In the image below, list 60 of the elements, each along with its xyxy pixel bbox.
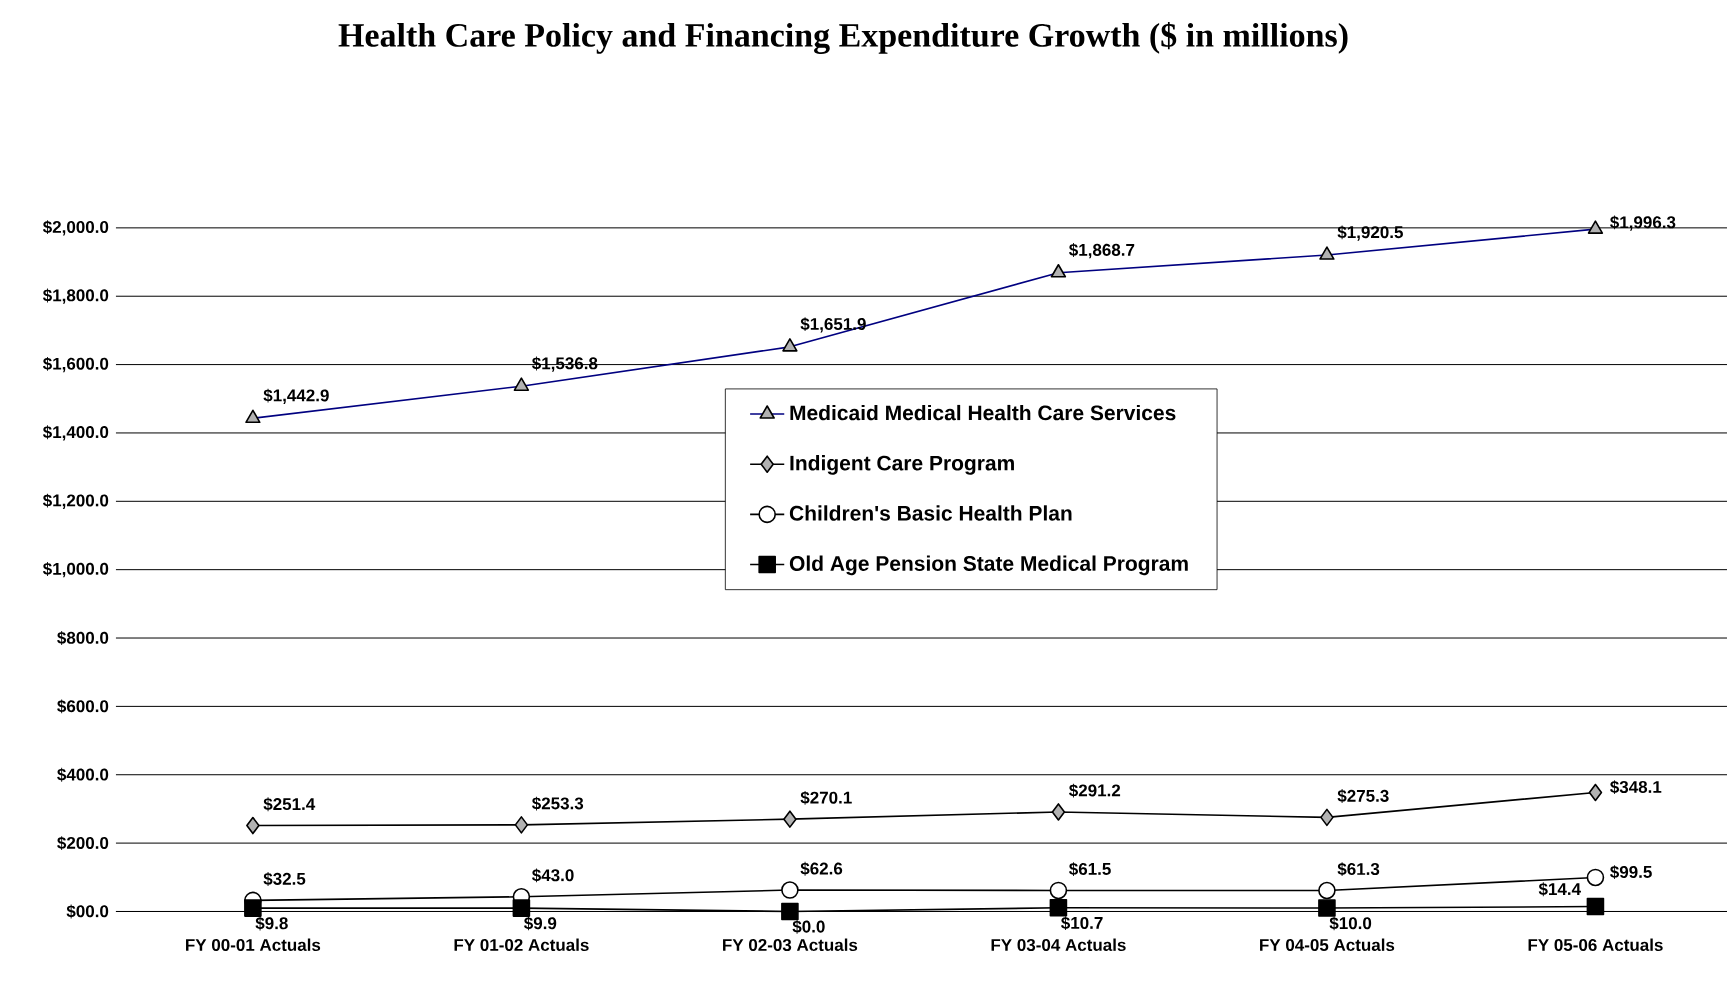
point (1051, 802, 1066, 821)
x-tick-label: FY 01-02 Actuals (454, 938, 589, 951)
y-tick-label: $1,400.0 (42, 425, 109, 441)
chart-title: Health Care Policy and Financing Expenditure Growth ($ in millions) (338, 21, 1348, 54)
point (1049, 898, 1068, 917)
point (781, 902, 799, 921)
data-label: $0.0 (792, 919, 825, 934)
data-label: $61.5 (1069, 861, 1111, 876)
data-label: $9.9 (524, 916, 557, 931)
data-label: $99.5 (1610, 864, 1652, 879)
point (512, 899, 531, 917)
data-label: $251.4 (263, 797, 316, 811)
data-label: $61.3 (1337, 862, 1380, 876)
data-label: $1,442.9 (263, 388, 329, 404)
legend-label: Old Age Pension State Medical Program (789, 555, 1188, 575)
legend-label: Medicaid Medical Health Care Services (790, 404, 1176, 421)
data-label: $275.3 (1337, 788, 1389, 803)
data-label: $9.8 (255, 916, 288, 931)
x-tick-label: FY 04-05 Actuals (1260, 938, 1395, 951)
data-label: $43.0 (532, 868, 574, 883)
x-tick-label: FY 02-03 Actuals (723, 938, 858, 951)
y-tick-label: $1,600.0 (42, 356, 109, 373)
point (1049, 881, 1068, 900)
data-label: $14.4 (1538, 882, 1581, 896)
x-tick-label: FY 05-06 Actuals (1528, 938, 1663, 951)
point (244, 899, 262, 917)
y-tick-label: $600.0 (57, 699, 109, 714)
point (1318, 899, 1336, 917)
point (1318, 881, 1336, 900)
y-tick-label: $00.0 (66, 904, 109, 919)
data-label: $1,651.9 (800, 317, 866, 333)
data-label: $62.6 (800, 861, 843, 876)
data-label: $10.7 (1061, 916, 1103, 930)
data-label: $270.1 (800, 790, 852, 805)
x-tick-label: FY 03-04 Actuals (991, 938, 1126, 951)
legend-label: Indigent Care Program (790, 454, 1014, 475)
data-label: $1,920.5 (1337, 225, 1403, 241)
y-tick-label: $800.0 (57, 630, 109, 645)
point (781, 881, 799, 899)
data-label: $291.2 (1069, 783, 1121, 798)
point (1586, 868, 1605, 887)
data-label: $348.1 (1610, 780, 1662, 794)
x-tick-label: FY 00-01 Actuals (186, 938, 321, 951)
point (1588, 783, 1603, 802)
data-label: $1,868.7 (1069, 242, 1135, 259)
point (783, 810, 797, 828)
data-label: $253.3 (532, 796, 584, 811)
point (1586, 897, 1605, 916)
y-tick-label: $1,000.0 (42, 561, 109, 578)
point (514, 815, 529, 834)
point (1320, 808, 1334, 826)
y-tick-label: $200.0 (57, 835, 109, 850)
data-label: $10.0 (1329, 916, 1372, 931)
data-label: $32.5 (263, 871, 306, 886)
y-tick-label: $2,000.0 (42, 220, 109, 236)
y-tick-label: $1,800.0 (42, 288, 109, 304)
point (246, 816, 260, 835)
legend-label: Children's Basic Health Plan (789, 505, 1072, 521)
y-tick-label: $1,200.0 (42, 493, 109, 509)
y-tick-label: $400.0 (57, 767, 109, 782)
